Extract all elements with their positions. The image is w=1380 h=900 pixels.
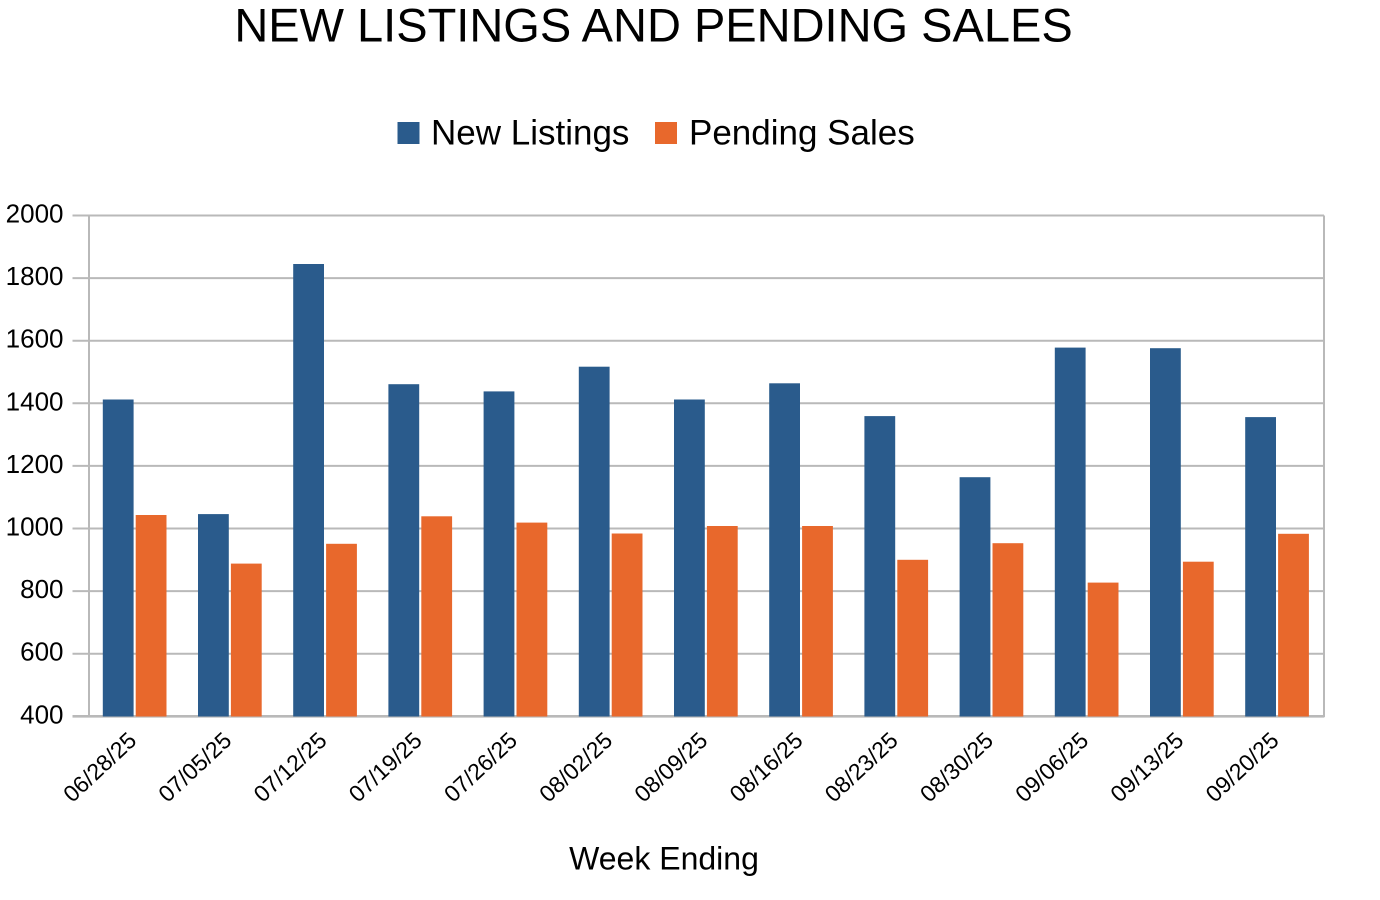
svg-text:1000: 1000 [6, 512, 64, 542]
svg-text:Pending Sales: Pending Sales [689, 114, 915, 153]
svg-text:1800: 1800 [6, 261, 64, 291]
svg-text:600: 600 [20, 637, 63, 667]
svg-text:New Listings: New Listings [431, 114, 629, 153]
svg-text:2000: 2000 [6, 199, 64, 229]
svg-text:1200: 1200 [6, 449, 64, 479]
svg-text:1400: 1400 [6, 386, 64, 416]
svg-text:Week Ending: Week Ending [569, 841, 759, 877]
svg-text:1600: 1600 [6, 324, 64, 354]
svg-text:400: 400 [20, 699, 63, 729]
svg-text:NEW LISTINGS AND PENDING SALES: NEW LISTINGS AND PENDING SALES [234, 0, 1072, 52]
svg-text:800: 800 [20, 574, 63, 604]
